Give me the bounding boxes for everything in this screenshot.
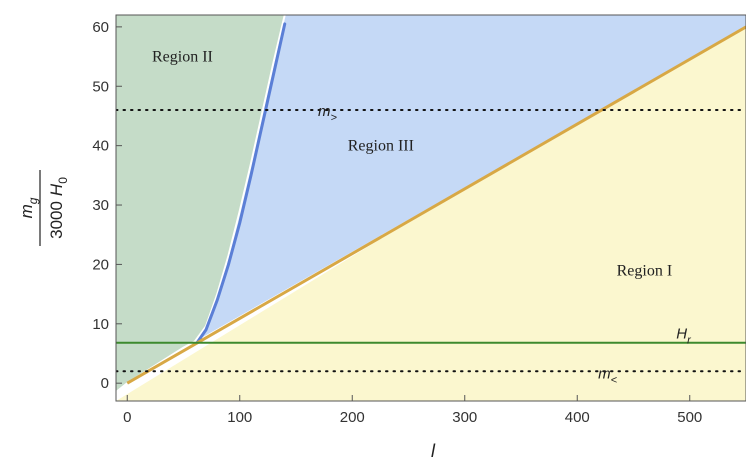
region-i-label: Region I <box>617 262 673 279</box>
x-tick-label: 0 <box>123 409 131 426</box>
diagonal-line <box>126 25 746 385</box>
plot-area <box>116 15 746 401</box>
hr-label: Hr <box>676 326 692 347</box>
y-axis-label: mg 3000H0 <box>17 170 70 246</box>
x-tick-label: 500 <box>677 409 702 426</box>
region-iii-fill <box>194 15 746 342</box>
m-less-label: m< <box>598 365 618 386</box>
m-greater-label: m> <box>318 103 338 124</box>
y-tick-label: 40 <box>92 138 109 155</box>
y-tick-label: 20 <box>92 256 109 273</box>
axis-ticks: 0 100 200 300 400 500 0 10 20 30 40 50 60 <box>92 19 702 426</box>
y-tick-label: 50 <box>92 78 109 95</box>
region-iii-label: Region III <box>348 138 414 155</box>
x-tick-label: 100 <box>227 409 252 426</box>
x-tick-label: 200 <box>340 409 365 426</box>
blue-curve-line <box>195 22 287 345</box>
y-tick-label: 60 <box>92 19 109 36</box>
y-tick-label: 10 <box>92 316 109 333</box>
y-tick-label: 0 <box>101 375 109 392</box>
y-axis-numerator: mg <box>17 197 40 218</box>
region-ii-fill <box>116 15 285 401</box>
x-tick-label: 400 <box>565 409 590 426</box>
plot-frame <box>115 14 746 402</box>
x-tick-label: 300 <box>452 409 477 426</box>
y-axis-denominator: 3000H0 <box>47 177 70 239</box>
x-axis-label: l <box>431 441 436 461</box>
y-tick-label: 30 <box>92 197 109 214</box>
region-ii-label: Region II <box>152 49 213 66</box>
